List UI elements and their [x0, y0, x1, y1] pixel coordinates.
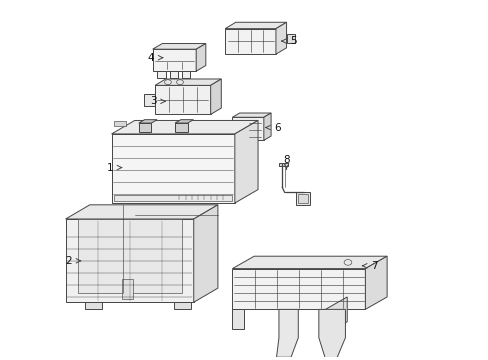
Polygon shape — [169, 71, 178, 77]
Bar — [286, 34, 295, 43]
Polygon shape — [276, 309, 298, 357]
Polygon shape — [232, 269, 365, 309]
Circle shape — [236, 121, 245, 127]
Polygon shape — [232, 117, 264, 140]
Polygon shape — [181, 71, 190, 77]
Text: 7: 7 — [370, 261, 377, 271]
Text: 1: 1 — [106, 163, 113, 172]
Polygon shape — [174, 302, 191, 309]
Polygon shape — [139, 120, 157, 123]
Polygon shape — [65, 205, 218, 219]
Bar — [78, 219, 181, 293]
Polygon shape — [325, 297, 346, 334]
Polygon shape — [365, 256, 386, 309]
Bar — [114, 121, 126, 126]
Polygon shape — [155, 79, 221, 85]
Polygon shape — [157, 71, 166, 77]
Bar — [122, 279, 132, 299]
Polygon shape — [234, 121, 258, 203]
Polygon shape — [278, 163, 287, 166]
Polygon shape — [155, 85, 210, 114]
Bar — [297, 194, 308, 203]
Polygon shape — [264, 113, 270, 140]
Polygon shape — [224, 22, 286, 29]
Polygon shape — [224, 29, 275, 54]
Polygon shape — [295, 192, 309, 205]
Text: 3: 3 — [150, 96, 156, 106]
Polygon shape — [232, 309, 244, 329]
Polygon shape — [139, 123, 151, 132]
Text: 6: 6 — [274, 122, 281, 132]
Polygon shape — [193, 205, 218, 302]
Bar — [114, 195, 232, 201]
Circle shape — [236, 130, 245, 136]
Polygon shape — [196, 44, 205, 71]
Polygon shape — [275, 22, 286, 54]
Polygon shape — [111, 134, 234, 203]
Bar — [144, 94, 155, 106]
Polygon shape — [111, 121, 258, 134]
Text: 8: 8 — [283, 155, 289, 165]
Polygon shape — [175, 120, 193, 123]
Polygon shape — [175, 123, 187, 132]
Polygon shape — [152, 49, 196, 71]
Polygon shape — [210, 79, 221, 114]
Polygon shape — [152, 44, 205, 49]
Polygon shape — [65, 219, 193, 302]
Text: 5: 5 — [290, 36, 296, 46]
Text: 2: 2 — [65, 256, 72, 266]
Polygon shape — [232, 113, 270, 117]
Polygon shape — [232, 256, 386, 269]
Polygon shape — [85, 302, 102, 309]
Text: 4: 4 — [147, 53, 154, 63]
Polygon shape — [318, 309, 345, 360]
